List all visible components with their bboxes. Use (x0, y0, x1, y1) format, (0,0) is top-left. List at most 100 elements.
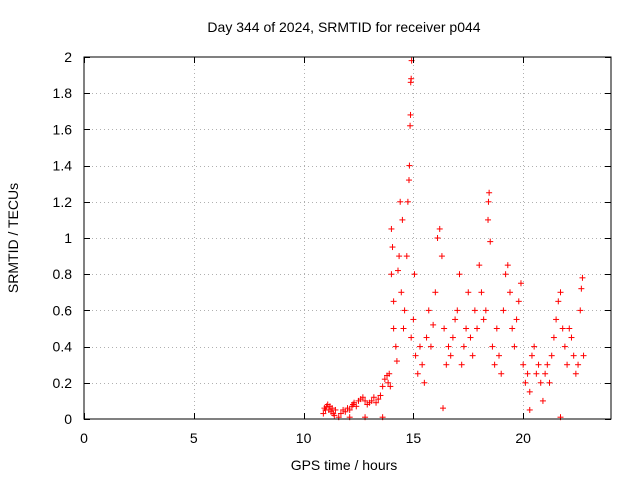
data-point (353, 403, 360, 410)
data-point (392, 343, 399, 350)
data-point (388, 225, 395, 232)
y-tick-label: 1.2 (53, 194, 73, 210)
data-point (531, 343, 538, 350)
y-tick-label: 1.6 (53, 121, 73, 137)
data-point (520, 361, 527, 368)
data-point (561, 343, 568, 350)
data-point (447, 352, 454, 359)
chart-title: Day 344 of 2024, SRMTID for receiver p04… (207, 19, 480, 35)
data-point (564, 361, 571, 368)
data-point (445, 343, 452, 350)
data-point (480, 316, 487, 323)
data-point (411, 271, 418, 278)
data-point (401, 307, 408, 314)
data-point (342, 408, 349, 415)
data-point (486, 189, 493, 196)
data-point (546, 379, 553, 386)
data-point (440, 405, 447, 412)
data-point (403, 253, 410, 260)
data-point (412, 352, 419, 359)
data-point (478, 289, 485, 296)
data-point (485, 198, 492, 205)
y-tick-label: 0.6 (53, 302, 73, 318)
y-tick-label: 0.2 (53, 375, 73, 391)
data-point (487, 238, 494, 245)
data-point (404, 198, 411, 205)
data-point (416, 343, 423, 350)
data-points (320, 57, 587, 421)
data-point (533, 370, 540, 377)
x-tick-label: 10 (296, 430, 312, 446)
data-point (476, 262, 483, 269)
data-point (557, 289, 564, 296)
data-point (375, 396, 382, 403)
data-point (578, 285, 585, 292)
data-point (423, 334, 430, 341)
data-point (496, 352, 503, 359)
y-axis-label: SRMTID / TECUs (5, 183, 21, 293)
data-point (408, 334, 415, 341)
data-point (513, 316, 520, 323)
y-tick-label: 0 (64, 411, 72, 427)
data-point (419, 361, 426, 368)
data-point (577, 307, 584, 314)
data-point (432, 289, 439, 296)
data-point (387, 383, 394, 390)
data-point (377, 392, 384, 399)
data-point (393, 358, 400, 365)
data-point (535, 361, 542, 368)
data-point (337, 410, 344, 417)
data-point (522, 379, 529, 386)
data-point (406, 162, 413, 169)
data-point (434, 235, 441, 241)
data-point (425, 307, 432, 314)
data-point (575, 361, 582, 368)
x-axis-label: GPS time / hours (291, 457, 398, 473)
data-point (410, 316, 417, 323)
x-tick-label: 5 (190, 430, 198, 446)
data-point (517, 280, 524, 287)
axis-ticks: 0 5 10 15 20 0 0.2 0.4 0.6 0.8 1 1.2 1.4 1.6 1.8 2 (53, 49, 611, 446)
data-point (474, 325, 481, 332)
data-point (379, 383, 386, 390)
y-tick-label: 1 (64, 230, 72, 246)
data-point (346, 406, 353, 413)
data-point (332, 406, 339, 413)
data-point (463, 325, 470, 332)
data-point (430, 321, 437, 328)
data-point (351, 399, 358, 406)
data-point (471, 307, 478, 314)
data-point (542, 370, 549, 377)
data-point (395, 267, 402, 274)
data-point (456, 271, 463, 278)
data-point (454, 307, 461, 314)
data-point (489, 343, 496, 350)
data-point (500, 307, 507, 314)
data-point (449, 334, 456, 341)
data-point (370, 394, 377, 401)
data-point (436, 225, 443, 232)
data-point (460, 343, 467, 350)
data-point (467, 334, 474, 341)
data-point (386, 370, 393, 377)
data-point (537, 379, 544, 386)
data-point (511, 343, 518, 350)
data-point (579, 274, 586, 281)
data-point (550, 334, 557, 341)
data-point (421, 379, 428, 386)
data-point (548, 352, 555, 359)
data-point (524, 370, 531, 377)
data-point (580, 352, 587, 359)
data-point (438, 253, 445, 260)
data-point (407, 122, 414, 129)
data-point (509, 325, 516, 332)
data-point (408, 75, 415, 82)
data-point (400, 325, 407, 332)
data-point (502, 271, 509, 278)
y-tick-label: 0.4 (53, 339, 73, 355)
data-point (553, 316, 560, 323)
data-point (385, 379, 392, 386)
x-tick-label: 15 (406, 430, 422, 446)
data-point (498, 370, 505, 377)
